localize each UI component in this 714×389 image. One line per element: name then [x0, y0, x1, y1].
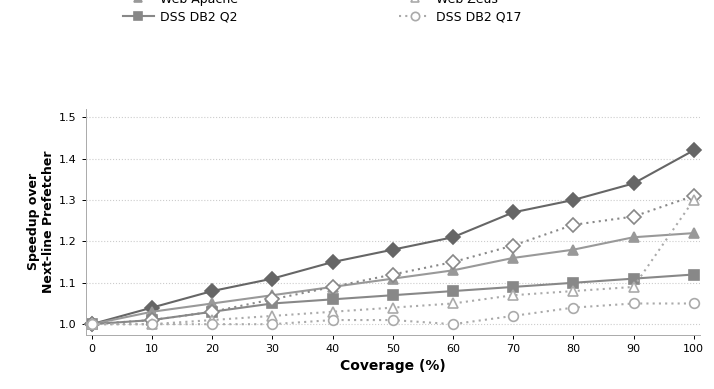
X-axis label: Coverage (%): Coverage (%) — [340, 359, 446, 373]
Legend: OLTP Oracle, Web Zeus, DSS DB2 Q17: OLTP Oracle, Web Zeus, DSS DB2 Q17 — [399, 0, 522, 23]
Y-axis label: Speedup over
Next-line Prefetcher: Speedup over Next-line Prefetcher — [26, 151, 55, 293]
